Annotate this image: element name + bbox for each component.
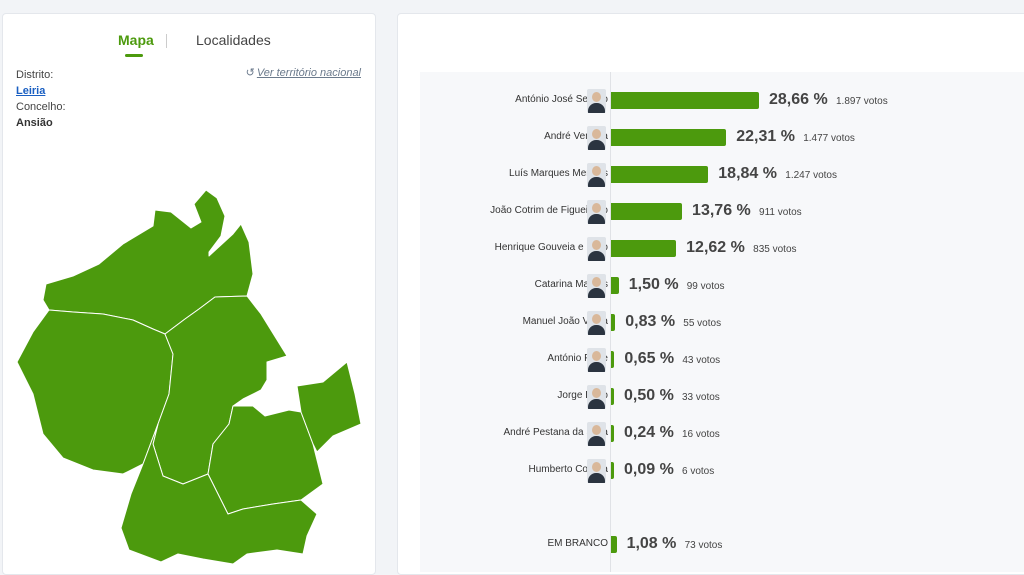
candidate-name: Manuel João Vieira bbox=[522, 316, 608, 327]
result-row[interactable]: António Filipe 0,65 % 43 votos bbox=[420, 345, 1024, 375]
result-row[interactable]: João Cotrim de Figueiredo 13,76 % 911 voto… bbox=[420, 197, 1024, 227]
candidate-photo bbox=[587, 126, 606, 150]
candidate-photo bbox=[587, 274, 606, 298]
vote-percentage: 0,50 % bbox=[624, 387, 674, 404]
parish-far-east[interactable] bbox=[296, 361, 362, 453]
vote-percentage: 1,08 % bbox=[626, 535, 677, 552]
map-panel: Mapa Localidades Distrito: Leiria Concel… bbox=[2, 13, 376, 575]
vote-share-bar bbox=[611, 314, 616, 331]
vote-percentage: 18,84 % bbox=[718, 165, 777, 182]
vote-percentage: 0,65 % bbox=[624, 350, 675, 367]
candidate-photo bbox=[587, 237, 606, 261]
vote-percentage: 12,62 % bbox=[686, 239, 745, 256]
vote-share-bar bbox=[611, 425, 614, 442]
vote-share-bar bbox=[611, 92, 759, 109]
result-row[interactable]: Humberto Correia 0,09 % 6 votos bbox=[420, 456, 1024, 486]
vote-share-bar bbox=[611, 203, 683, 220]
candidate-name: André Pestana da Silva bbox=[503, 427, 608, 438]
vote-count: 99 votos bbox=[686, 281, 725, 292]
result-row[interactable]: Manuel João Vieira 0,83 % 55 votos bbox=[420, 308, 1024, 338]
tab-map-label: Mapa bbox=[118, 32, 154, 48]
vote-share-bar bbox=[611, 462, 614, 479]
municipality-value: Ansião bbox=[16, 117, 53, 129]
location-info: Distrito: Leiria Concelho: Ansião bbox=[16, 67, 66, 131]
candidate-photo bbox=[587, 422, 606, 446]
vote-count: 6 votos bbox=[682, 466, 715, 477]
vote-share-bar bbox=[611, 129, 727, 146]
candidate-photo bbox=[587, 385, 606, 409]
candidate-name: Henrique Gouveia e Melo bbox=[494, 242, 608, 253]
candidate-name: Jorge Pinto bbox=[557, 390, 608, 401]
candidate-name: Luís Marques Mendes bbox=[509, 168, 608, 179]
result-row[interactable]: André Pestana da Silva 0,24 % 16 votos bbox=[420, 419, 1024, 449]
vote-percentage: 28,66 % bbox=[769, 91, 828, 108]
candidate-name: António Filipe bbox=[547, 353, 608, 364]
vote-share-bar bbox=[611, 536, 617, 553]
undo-icon: ↺ bbox=[245, 67, 255, 79]
municipality-map bbox=[16, 189, 362, 565]
result-row[interactable]: Catarina Martins 1,50 % 99 votos bbox=[420, 271, 1024, 301]
vote-count: 43 votos bbox=[682, 355, 721, 366]
candidate-photo bbox=[587, 311, 606, 335]
candidate-photo bbox=[587, 200, 606, 224]
vote-share-bar bbox=[611, 166, 709, 183]
vote-share-bar bbox=[611, 277, 619, 294]
candidate-photo bbox=[587, 163, 606, 187]
result-row[interactable]: António José Seguro 28,66 % 1.897 votos bbox=[420, 86, 1024, 116]
tab-localities-label: Localidades bbox=[196, 32, 271, 48]
vote-percentage: 22,31 % bbox=[736, 128, 795, 145]
candidate-photo bbox=[587, 348, 606, 372]
result-row[interactable]: Jorge Pinto 0,50 % 33 votos bbox=[420, 382, 1024, 412]
result-row[interactable]: André Ventura 22,31 % 1.477 votos bbox=[420, 123, 1024, 153]
tab-localities[interactable]: Localidades bbox=[196, 32, 271, 48]
parish-south[interactable] bbox=[120, 423, 318, 565]
vote-count: 55 votos bbox=[683, 318, 722, 329]
vote-percentage: 13,76 % bbox=[692, 202, 751, 219]
candidate-photo bbox=[587, 89, 606, 113]
tab-divider bbox=[166, 34, 167, 48]
results-chart: António José Seguro 28,66 % 1.897 votos And… bbox=[420, 72, 1024, 572]
result-row[interactable]: EM BRANCO 1,08 % 73 votos bbox=[420, 530, 1024, 560]
vote-count: 1.897 votos bbox=[836, 96, 888, 107]
candidate-name: João Cotrim de Figueiredo bbox=[490, 205, 608, 216]
candidate-name: EM BRANCO bbox=[547, 538, 608, 549]
result-row[interactable]: Henrique Gouveia e Melo 12,62 % 835 votos bbox=[420, 234, 1024, 264]
result-row[interactable]: Luís Marques Mendes 18,84 % 1.247 votos bbox=[420, 160, 1024, 190]
vote-percentage: 0,09 % bbox=[624, 461, 674, 478]
chart-axis bbox=[610, 72, 611, 572]
vote-count: 911 votos bbox=[759, 207, 802, 218]
candidate-photo bbox=[587, 459, 606, 483]
vote-count: 1.247 votos bbox=[785, 170, 837, 181]
vote-share-bar bbox=[611, 240, 677, 257]
vote-count: 1.477 votos bbox=[803, 133, 855, 144]
vote-share-bar bbox=[611, 351, 615, 368]
vote-share-bar bbox=[611, 388, 614, 405]
candidate-name: António José Seguro bbox=[515, 94, 608, 105]
candidate-name: Humberto Correia bbox=[528, 464, 608, 475]
vote-count: 33 votos bbox=[682, 392, 720, 403]
vote-percentage: 0,83 % bbox=[625, 313, 676, 330]
view-tabs: Mapa Localidades bbox=[3, 32, 375, 72]
district-link[interactable]: Leiria bbox=[16, 85, 46, 97]
candidate-name: André Ventura bbox=[544, 131, 608, 142]
vote-percentage: 1,50 % bbox=[628, 276, 679, 293]
vote-count: 73 votos bbox=[684, 540, 723, 551]
vote-percentage: 0,24 % bbox=[624, 424, 674, 441]
vote-count: 16 votos bbox=[682, 429, 720, 440]
municipality-label: Concelho: bbox=[16, 101, 66, 113]
vote-count: 835 votos bbox=[753, 244, 797, 255]
national-link-label: Ver território nacional bbox=[256, 67, 361, 79]
national-territory-link[interactable]: ↺ Ver território nacional bbox=[246, 66, 361, 79]
candidate-name: Catarina Martins bbox=[534, 279, 608, 290]
district-label: Distrito: bbox=[16, 69, 54, 81]
tab-map[interactable]: Mapa bbox=[118, 32, 154, 57]
active-tab-indicator bbox=[125, 54, 143, 57]
